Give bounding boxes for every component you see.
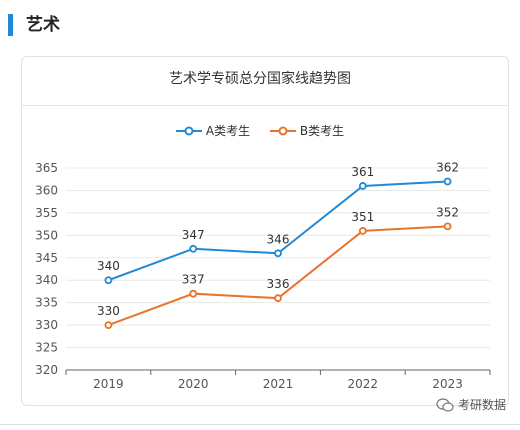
data-label: 352 [436,205,459,219]
legend-item-a[interactable]: A类考生 [175,122,251,139]
legend-label-b: B类考生 [299,124,345,138]
footer-divider [0,424,520,425]
data-point [189,244,198,253]
data-point [443,222,452,231]
y-tick-label: 360 [35,183,58,197]
data-label: 362 [436,160,459,174]
y-tick-label: 355 [35,206,58,220]
y-tick-label: 335 [35,296,58,310]
wechat-icon [436,397,454,412]
section-accent-bar [8,14,13,36]
x-tick-label: 2020 [178,377,209,391]
data-label: 337 [182,273,205,287]
data-point [443,177,452,186]
y-tick-label: 365 [35,161,58,175]
y-tick-label: 330 [35,318,58,332]
chart-title: 艺术学专硕总分国家线趋势图 [169,71,351,87]
x-tick-label: 2023 [432,377,463,391]
legend-line-icon-b [269,126,296,135]
card-divider [22,105,508,106]
data-point [189,289,198,298]
legend-line-icon-a [175,126,202,135]
data-label: 361 [351,165,374,179]
section-title: 艺术 [26,15,60,35]
data-point [274,249,282,258]
data-label: 351 [351,210,374,224]
y-tick-label: 350 [35,228,58,242]
legend-label-a: A类考生 [205,124,251,138]
data-label: 340 [97,259,120,273]
x-tick-label: 2021 [263,377,294,391]
chart-legend: A类考生 B类考生 [0,122,520,139]
data-label: 346 [267,232,290,246]
x-tick-label: 2022 [348,377,379,391]
data-label: 336 [267,277,290,291]
data-label: 330 [97,304,120,318]
y-tick-label: 320 [35,363,58,377]
watermark: 考研数据 [436,396,506,413]
data-label: 347 [182,228,205,242]
series-line-a [108,180,448,282]
data-point [104,321,113,330]
data-point [358,182,367,190]
data-point [104,276,113,285]
legend-item-b[interactable]: B类考生 [269,122,345,139]
data-point [358,226,367,235]
data-point [274,294,282,303]
x-tick-label: 2019 [93,377,124,391]
y-tick-label: 325 [35,341,58,355]
y-tick-label: 345 [35,251,58,265]
y-tick-label: 340 [35,273,58,287]
watermark-text: 考研数据 [457,398,506,412]
